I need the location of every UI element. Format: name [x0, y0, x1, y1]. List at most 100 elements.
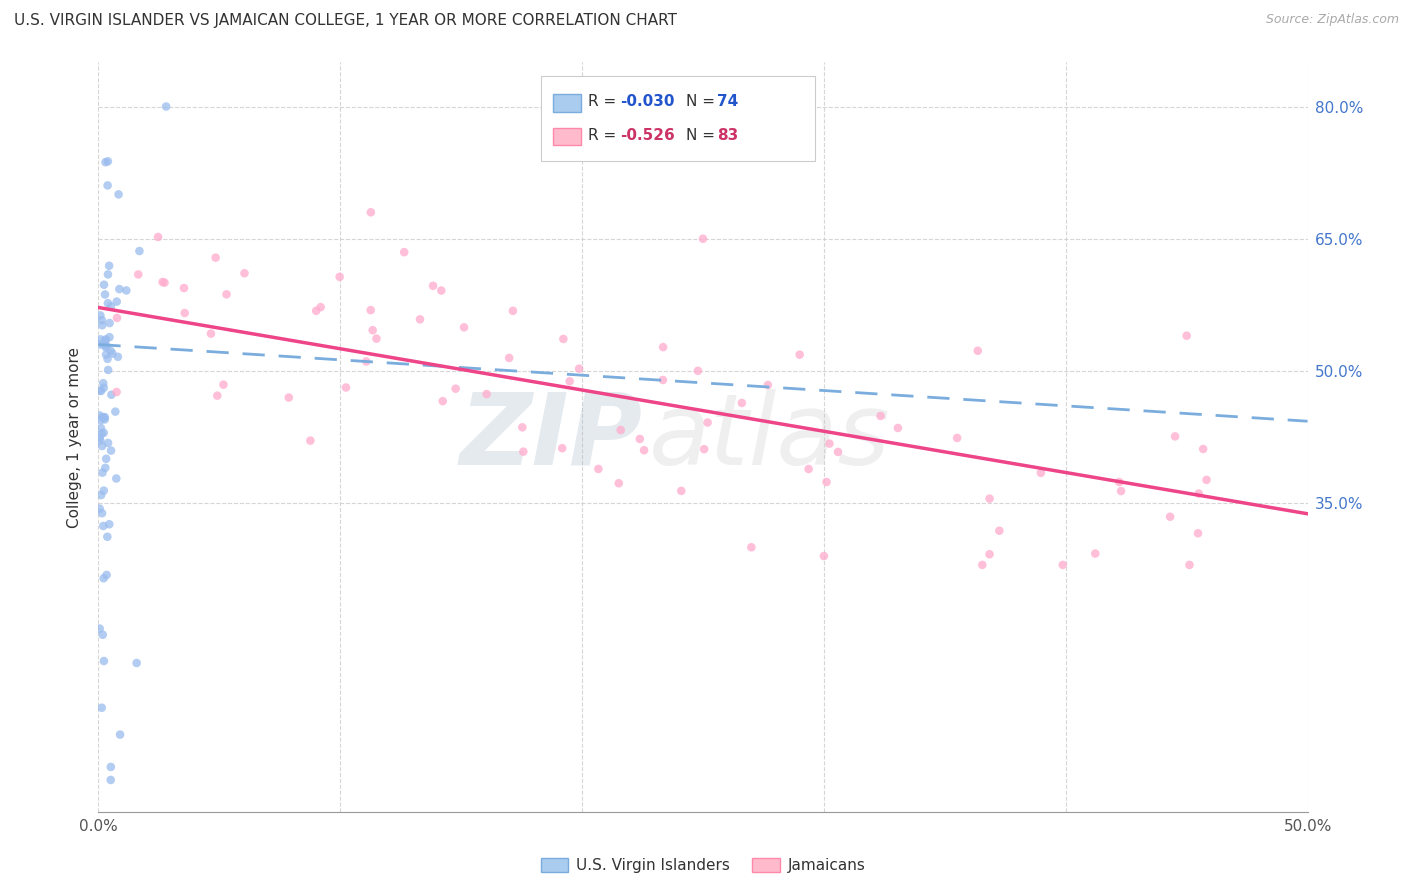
Point [93, 337, 115, 351]
Point [1187, 526, 1209, 541]
Point [108, 282, 131, 296]
Text: 83: 83 [717, 128, 738, 143]
Point [152, 275, 174, 289]
Point [90, 488, 112, 502]
Point [90, 426, 112, 441]
Point [93, 425, 115, 440]
Point [1195, 473, 1218, 487]
Point [97, 436, 120, 450]
Point [91, 410, 114, 425]
Point [502, 303, 524, 318]
Point [91, 376, 114, 391]
Point [498, 351, 520, 365]
Point [609, 423, 631, 437]
Point [652, 340, 675, 354]
Point [98, 330, 121, 344]
Point [204, 251, 226, 265]
Point [91, 519, 114, 533]
Point [153, 276, 176, 290]
Point [97, 268, 120, 282]
Point [200, 326, 222, 341]
Point [94, 287, 117, 301]
Point [335, 380, 357, 394]
Point [94, 333, 117, 347]
Point [104, 404, 127, 418]
Point [89, 332, 111, 346]
Point [551, 441, 574, 455]
Point [215, 287, 238, 301]
Point [105, 310, 128, 325]
Point [97, 178, 120, 193]
Point [628, 432, 651, 446]
Point [90, 700, 112, 714]
Text: N =: N = [686, 95, 720, 109]
Point [1109, 484, 1132, 499]
Point [1108, 475, 1130, 489]
Point [212, 377, 235, 392]
Point [453, 320, 475, 334]
Y-axis label: College, 1 year or more: College, 1 year or more [67, 347, 83, 527]
Point [96, 339, 118, 353]
Point [90, 384, 112, 398]
Point [107, 350, 129, 364]
Point [97, 296, 120, 310]
Point [558, 374, 581, 388]
Point [1084, 547, 1107, 561]
Point [115, 284, 138, 298]
Point [1175, 328, 1198, 343]
Point [827, 445, 849, 459]
Point [125, 656, 148, 670]
Point [356, 354, 378, 368]
Point [1188, 486, 1211, 500]
Point [94, 410, 117, 425]
Point [309, 300, 332, 314]
Point [731, 396, 754, 410]
Point [94, 412, 117, 426]
Point [972, 558, 994, 572]
Point [93, 483, 115, 498]
Point [100, 388, 122, 402]
Point [94, 348, 117, 362]
Point [100, 299, 122, 313]
Point [96, 451, 118, 466]
Point [444, 382, 467, 396]
Point [696, 416, 718, 430]
Point [89, 409, 111, 423]
Text: R =: R = [588, 128, 621, 143]
Point [686, 364, 709, 378]
Text: R =: R = [588, 95, 621, 109]
Point [91, 628, 114, 642]
Point [887, 421, 910, 435]
Point [98, 316, 121, 330]
Point [107, 187, 129, 202]
Text: U.S. VIRGIN ISLANDER VS JAMAICAN COLLEGE, 1 YEAR OR MORE CORRELATION CHART: U.S. VIRGIN ISLANDER VS JAMAICAN COLLEGE… [14, 13, 678, 29]
Point [869, 409, 891, 423]
Point [128, 244, 150, 258]
Point [91, 439, 114, 453]
Point [1029, 466, 1052, 480]
Point [299, 434, 322, 448]
Point [127, 268, 149, 282]
Point [966, 343, 988, 358]
Point [512, 444, 534, 458]
Text: N =: N = [686, 128, 720, 143]
Point [797, 462, 820, 476]
Point [101, 346, 124, 360]
Point [93, 410, 115, 425]
Point [329, 269, 352, 284]
Point [756, 378, 779, 392]
Point [108, 728, 131, 742]
Point [588, 462, 610, 476]
Point [91, 318, 114, 333]
Point [607, 476, 630, 491]
Point [91, 506, 114, 520]
Point [96, 351, 118, 366]
Point [813, 549, 835, 563]
Text: Source: ZipAtlas.com: Source: ZipAtlas.com [1265, 13, 1399, 27]
Point [100, 443, 122, 458]
Text: 74: 74 [717, 95, 738, 109]
Text: ZIP: ZIP [460, 389, 643, 485]
Point [146, 230, 169, 244]
Point [277, 391, 299, 405]
Point [1164, 429, 1187, 443]
